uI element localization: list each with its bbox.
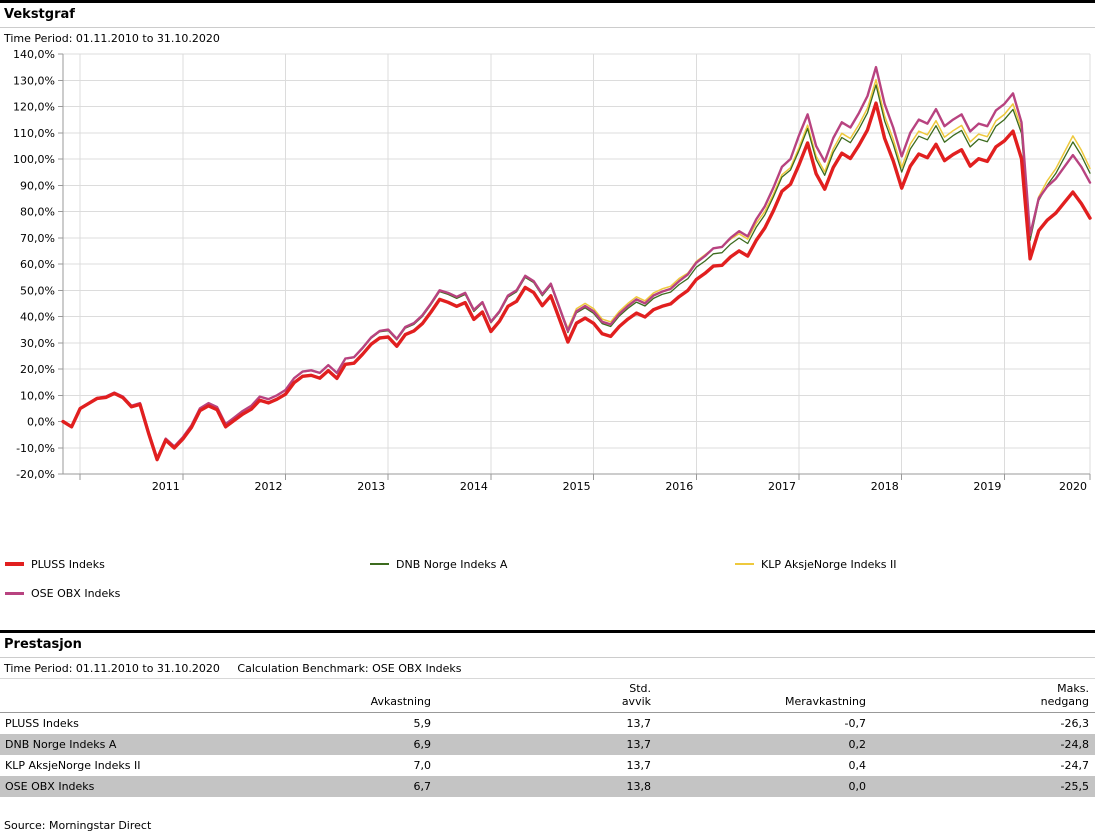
- y-axis-tick-label: 70,0%: [20, 232, 55, 245]
- growth-chart: 140,0% 130,0% 120,0% 110,0% 100,0% 90,0% 80,0%…: [13, 48, 1092, 493]
- value-cell: 0,4: [848, 759, 867, 772]
- series-line-klp-aksjenorge-indeks-ii: [62, 78, 1091, 460]
- value-cell: 0,2: [848, 738, 867, 751]
- growth-time-period: Time Period: 01.11.2010 to 31.10.2020: [4, 32, 220, 45]
- y-axis-tick-label: 50,0%: [20, 284, 55, 297]
- legend-item-ose-obx-indeks: OSE OBX Indeks: [5, 585, 120, 601]
- table-row: KLP AksjeNorge Indeks II 7,0 13,7 0,4 -24,7: [0, 755, 1095, 776]
- performance-section-title: Prestasjon: [0, 633, 1095, 658]
- x-axis-tick-label: 2018: [871, 480, 899, 493]
- x-axis-tick-label: 2013: [357, 480, 385, 493]
- y-axis-tick-label: 40,0%: [20, 311, 55, 324]
- column-header: Std. avvik: [437, 679, 657, 713]
- table-row: OSE OBX Indeks 6,7 13,8 0,0 -25,5: [0, 776, 1095, 797]
- growth-section-title: Vekstgraf: [0, 3, 1095, 28]
- y-axis-tick-label: 80,0%: [20, 206, 55, 219]
- performance-table-header-row: Avkastning Std. avvik Meravkastning Maks. n…: [0, 679, 1095, 713]
- performance-time-period: Time Period: 01.11.2010 to 31.10.2020: [4, 662, 220, 675]
- legend-item-klp-aksjenorge-indeks-ii: KLP AksjeNorge Indeks II: [735, 556, 897, 572]
- source-note: Source: Morningstar Direct: [4, 819, 152, 832]
- chart-legend: PLUSS Indeks DNB Norge Indeks A KLP AksjeN…: [0, 554, 1095, 606]
- value-cell: 7,0: [413, 759, 432, 772]
- value-cell: 0,0: [848, 780, 867, 793]
- legend-swatch: [370, 563, 389, 565]
- x-axis-tick-label: 2020: [1059, 480, 1087, 493]
- column-header: Maks. nedgang: [872, 679, 1095, 713]
- series-line-ose-obx-indeks: [61, 65, 1092, 460]
- legend-swatch: [5, 591, 24, 595]
- x-axis-tick-label: 2017: [768, 480, 796, 493]
- value-cell: 5,9: [413, 717, 432, 730]
- value-cell: 13,7: [626, 738, 652, 751]
- legend-label: DNB Norge Indeks A: [396, 557, 508, 571]
- y-axis-tick-label: 120,0%: [13, 101, 55, 114]
- value-cell: -24,7: [1060, 759, 1089, 772]
- row-name-cell: OSE OBX Indeks: [5, 780, 95, 793]
- legend-label: PLUSS Indeks: [31, 557, 105, 571]
- table-row: DNB Norge Indeks A 6,9 13,7 0,2 -24,8: [0, 734, 1095, 755]
- performance-table: Avkastning Std. avvik Meravkastning Maks. n…: [0, 679, 1095, 797]
- y-axis-tick-label: 90,0%: [20, 179, 55, 192]
- value-cell: -24,8: [1060, 738, 1089, 751]
- legend-item-pluss-indeks: PLUSS Indeks: [5, 556, 105, 572]
- value-cell: 6,7: [413, 780, 432, 793]
- value-cell: 13,7: [626, 717, 652, 730]
- y-axis-tick-label: 10,0%: [20, 389, 55, 402]
- column-header: Meravkastning: [657, 679, 872, 713]
- legend-swatch: [735, 563, 754, 565]
- x-axis-tick-label: 2016: [665, 480, 693, 493]
- legend-swatch: [5, 562, 24, 566]
- y-axis-tick-label: 140,0%: [13, 48, 55, 61]
- column-header: [0, 679, 230, 713]
- legend-label: KLP AksjeNorge Indeks II: [761, 557, 897, 571]
- y-axis-tick-label: 110,0%: [13, 127, 55, 140]
- x-axis-tick-label: 2014: [460, 480, 488, 493]
- legend-item-dnb-norge-indeks-a: DNB Norge Indeks A: [370, 556, 507, 572]
- y-axis-tick-label: 130,0%: [13, 74, 55, 87]
- x-axis-tick-label: 2015: [563, 480, 591, 493]
- series-line-pluss-indeks: [61, 101, 1092, 462]
- value-cell: -25,5: [1060, 780, 1089, 793]
- row-name-cell: KLP AksjeNorge Indeks II: [5, 759, 141, 772]
- y-axis-tick-label: 20,0%: [20, 363, 55, 376]
- x-axis-tick-label: 2012: [255, 480, 283, 493]
- x-axis-tick-label: 2019: [973, 480, 1001, 493]
- growth-chart-section: Vekstgraf Time Period: 01.11.2010 to 31.…: [0, 0, 1095, 48]
- table-row: PLUSS Indeks 5,9 13,7 -0,7 -26,3: [0, 713, 1095, 735]
- y-axis-tick-label: 30,0%: [20, 337, 55, 350]
- series-line-dnb-norge-indeks-a: [62, 84, 1091, 460]
- value-cell: 13,8: [626, 780, 652, 793]
- y-axis-tick-label: 0,0%: [27, 416, 55, 429]
- performance-section: Prestasjon Time Period: 01.11.2010 to 31…: [0, 630, 1095, 797]
- value-cell: -26,3: [1060, 717, 1089, 730]
- value-cell: 13,7: [626, 759, 652, 772]
- performance-benchmark: Calculation Benchmark: OSE OBX Indeks: [237, 662, 462, 675]
- y-axis-tick-label: -20,0%: [16, 468, 55, 481]
- y-axis-tick-label: -10,0%: [16, 442, 55, 455]
- legend-label: OSE OBX Indeks: [31, 586, 121, 600]
- column-header: Avkastning: [230, 679, 437, 713]
- y-axis-tick-label: 60,0%: [20, 258, 55, 271]
- row-name-cell: DNB Norge Indeks A: [5, 738, 117, 751]
- y-axis-tick-label: 100,0%: [13, 153, 55, 166]
- value-cell: -0,7: [844, 717, 866, 730]
- row-name-cell: PLUSS Indeks: [5, 717, 79, 730]
- value-cell: 6,9: [413, 738, 432, 751]
- x-axis-tick-label: 2011: [152, 480, 180, 493]
